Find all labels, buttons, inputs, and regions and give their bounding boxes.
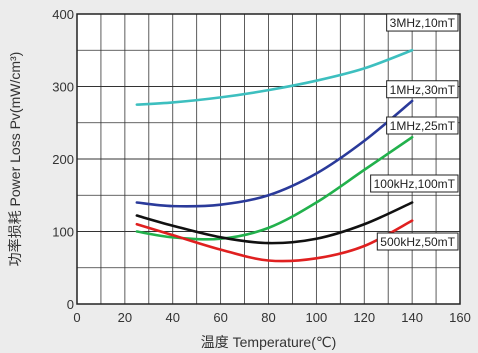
series-label-text: 1MHz,25mT	[390, 119, 456, 133]
series-labels: 3MHz,10mT 1MHz,30mT 1MHz,25mT 100kHz,100mT 5…	[370, 13, 459, 251]
series-label-box	[386, 80, 459, 99]
series-line-2	[135, 135, 414, 241]
x-tick-label: 20	[118, 310, 132, 325]
series-line-1	[135, 99, 414, 208]
plot-frame	[76, 13, 461, 305]
x-tick-label: 100	[306, 310, 328, 325]
series-line-3	[135, 201, 414, 245]
x-tick-label: 40	[166, 310, 180, 325]
y-tick-label: 100	[52, 225, 74, 240]
series-label: 3MHz,10mT	[386, 13, 459, 32]
series-lines	[135, 48, 414, 263]
x-tick-label: 140	[401, 310, 423, 325]
tick-labels: 0 20 40 60 80 100 120 140 160 0 100 200 300 400	[52, 7, 471, 325]
y-axis-label: 功率损耗 Power Loss Pv(mW/cm³)	[7, 52, 23, 267]
series-label: 1MHz,30mT	[386, 80, 459, 99]
series-label: 100kHz,100mT	[370, 174, 459, 193]
x-tick-label: 80	[261, 310, 275, 325]
series-label: 500kHz,50mT	[376, 232, 459, 251]
x-tick-label: 60	[213, 310, 227, 325]
y-tick-label: 0	[67, 297, 74, 312]
y-tick-label: 300	[52, 80, 74, 95]
y-tick-label: 200	[52, 152, 74, 167]
series-label-text: 100kHz,100mT	[374, 177, 456, 191]
x-tick-label: 0	[73, 310, 80, 325]
series-label: 1MHz,25mT	[386, 116, 459, 135]
series-label-box	[386, 116, 459, 135]
series-line-4	[135, 219, 414, 263]
x-tick-label: 120	[353, 310, 375, 325]
y-tick-label: 400	[52, 7, 74, 22]
x-tick-label: 160	[449, 310, 471, 325]
series-label-text: 3MHz,10mT	[390, 16, 456, 30]
series-label-box	[376, 232, 459, 251]
series-label-box	[370, 174, 459, 193]
x-axis-label: 温度 Temperature(℃)	[201, 334, 337, 350]
series-label-box	[386, 13, 459, 32]
series-line-0	[135, 48, 414, 106]
series-label-text: 500kHz,50mT	[380, 235, 455, 249]
series-label-text: 1MHz,30mT	[390, 83, 456, 97]
